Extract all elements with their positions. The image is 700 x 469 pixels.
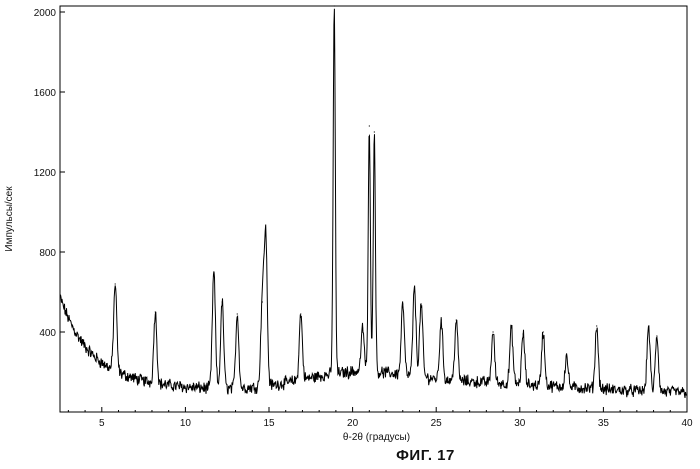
peak-marks [115,5,658,356]
peak-point-5 [262,301,263,302]
x-tick-label: 25 [431,418,443,429]
y-tick-label: 2000 [34,8,57,19]
x-tick-label: 40 [681,418,693,429]
figure-caption: ФИГ. 17 [0,447,700,464]
peak-point-22 [596,325,597,326]
peak-point-1 [155,311,156,312]
y-axis-label: Импульсы/сек [4,186,15,252]
x-tick-label: 15 [263,418,275,429]
y-tick-label: 1600 [34,88,57,99]
x-tick-label: 10 [180,418,192,429]
peak-point-24 [656,335,657,336]
peak-point-21 [566,355,567,356]
y-tick-label: 1200 [34,168,57,179]
x-axis-ticks: 5 10 15 20 25 30 35 40 [68,407,693,429]
peak-point-13 [414,287,415,288]
x-axis-label: θ-2θ (градусы) [343,432,410,443]
peak-point-6 [265,235,266,236]
peak-point-15 [441,319,442,320]
peak-point-10 [369,125,370,126]
y-tick-label: 400 [39,328,56,339]
x-tick-label: 35 [598,418,610,429]
peak-point-14 [421,303,422,304]
diffraction-chart: 5 10 15 20 25 30 35 40 400 800 1200 1600 2000 θ-2θ … [0,0,700,447]
peak-point-9 [362,327,363,328]
peak-point-23 [648,325,649,326]
peak-point-12 [402,303,403,304]
peak-point-7 [300,313,301,314]
peak-point-16 [456,319,457,320]
x-tick-label: 20 [347,418,359,429]
y-tick-label: 800 [39,248,56,259]
peak-point-0 [115,283,116,284]
peak-point-20 [543,331,544,332]
series-line [60,9,687,398]
peak-point-2 [213,271,214,272]
peak-point-19 [523,333,524,334]
peak-point-8 [334,5,335,6]
peak-point-17 [492,331,493,332]
x-tick-label: 5 [99,418,105,429]
x-tick-label: 30 [514,418,526,429]
peak-point-18 [511,327,512,328]
peak-point-3 [222,301,223,302]
peak-point-11 [374,131,375,132]
peak-point-4 [237,313,238,314]
